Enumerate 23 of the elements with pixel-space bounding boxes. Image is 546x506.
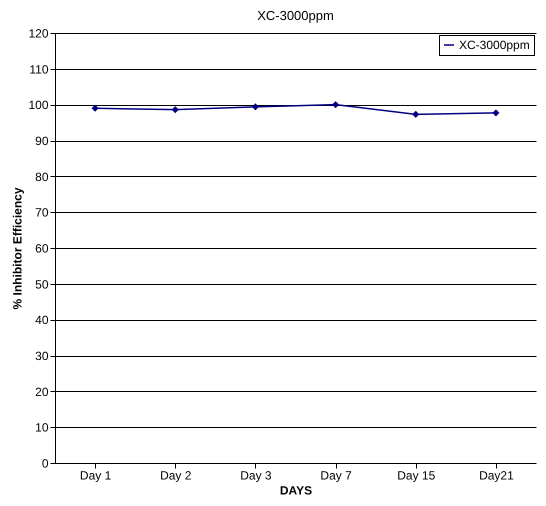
- x-axis-title: DAYS: [280, 484, 312, 498]
- x-tick-label: Day 1: [80, 468, 112, 482]
- y-tick-label: 50: [35, 277, 49, 292]
- x-tick-label: Day 3: [240, 468, 272, 482]
- y-tick-label: 70: [35, 206, 49, 220]
- y-tick-label: 100: [28, 98, 49, 112]
- y-tick-label: 80: [35, 170, 49, 184]
- legend-label: XC-3000ppm: [459, 38, 530, 52]
- y-tick-label: 0: [42, 456, 49, 470]
- y-tick-label: 40: [35, 313, 49, 328]
- y-tick-label: 90: [35, 134, 49, 148]
- y-tick-label: 20: [35, 384, 49, 399]
- x-tick-label: Day21: [479, 468, 514, 482]
- x-tick-label: Day 15: [397, 468, 436, 482]
- y-tick-label: 60: [35, 242, 49, 256]
- y-tick-label: 30: [35, 349, 49, 363]
- y-tick-label: 10: [35, 420, 49, 435]
- x-tick-label: Day 7: [320, 468, 352, 482]
- y-tick-label: 120: [28, 26, 49, 40]
- chart-title: XC-3000ppm: [257, 8, 334, 23]
- y-tick-label: 110: [29, 62, 49, 76]
- y-axis-title: % Inhibitor Efficiency: [10, 187, 24, 310]
- x-tick-label: Day 2: [160, 468, 192, 482]
